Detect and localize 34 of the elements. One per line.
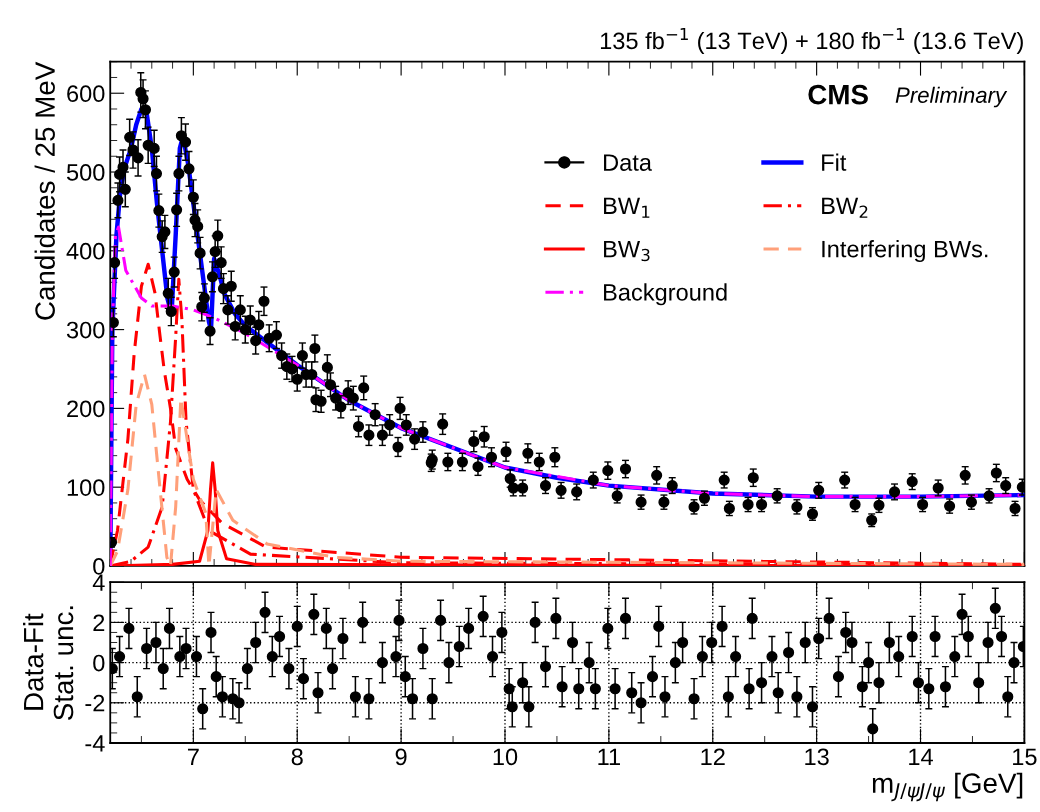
- y-axis-title: Data-Fit Stat. unc.: [23, 606, 74, 720]
- y-axis-title: Candidates / 25 MeV: [34, 61, 55, 320]
- legend-label: BW$_{3}$: [604, 240, 650, 262]
- y-tick-label: 400: [66, 242, 105, 260]
- x-tick-label: 11: [598, 748, 620, 765]
- y-tick-label: 100: [67, 479, 105, 496]
- x-tick-label: 12: [701, 748, 725, 765]
- y-tick-label: 600: [67, 85, 105, 103]
- legend-label: Fit: [822, 153, 847, 171]
- y-tick-label: -4: [85, 735, 105, 752]
- y-tick-label: 200: [67, 400, 105, 418]
- x-tick-label: 9: [395, 748, 407, 766]
- y-tick-label: 4: [92, 574, 105, 591]
- text: 135 fb$^{−1}$ (13 TeV) + 180 fb$^{−1}$ (13.6 TeV): [600, 27, 1023, 54]
- x-tick-label: 7: [187, 748, 199, 765]
- x-tick-label: 10: [493, 748, 518, 766]
- legend-label: Interfering BWs.: [822, 240, 988, 263]
- legend-label: BW$_{2}$: [822, 197, 868, 218]
- x-tick-label: 15: [1013, 748, 1037, 766]
- legend-label: Data: [604, 154, 652, 171]
- y-tick-label: 500: [66, 164, 105, 181]
- y-tick-label: -2: [85, 694, 105, 712]
- x-tick-label: 14: [909, 748, 933, 765]
- annotation: Preliminary: [895, 86, 1008, 108]
- y-tick-label: 2: [93, 614, 105, 631]
- x-tick-label: 8: [291, 748, 303, 766]
- y-tick-label: 0: [93, 558, 105, 575]
- x-tick-label: 13: [805, 748, 829, 766]
- y-tick-label: 300: [66, 321, 105, 339]
- annotation: CMS: [808, 84, 868, 105]
- y-tick-label: 0: [93, 654, 105, 672]
- legend-label: BW$_{1}$: [604, 197, 650, 218]
- legend-label: Background: [604, 283, 727, 306]
- x-axis-title: m$_{J/ψJ/ψ}$ [GeV]: [872, 772, 1023, 802]
